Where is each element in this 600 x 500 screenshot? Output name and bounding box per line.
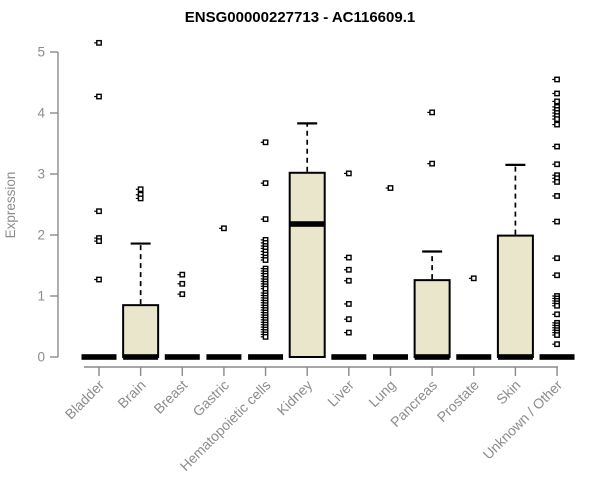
- outlier-point: [554, 302, 560, 309]
- boxplot-brain: [122, 186, 160, 360]
- x-tick-label: Lung: [365, 377, 398, 410]
- outlier-point: [96, 276, 102, 283]
- outlier-point: [262, 333, 269, 340]
- outlier-point: [554, 255, 560, 262]
- outlier-point: [179, 280, 186, 287]
- outlier-point: [345, 277, 352, 284]
- boxplot-gastric: [206, 225, 242, 360]
- median-bar: [456, 354, 492, 360]
- box-iqr: [413, 279, 451, 359]
- box-iqr: [288, 171, 326, 358]
- median-bar: [372, 354, 408, 360]
- boxplot-breast: [164, 271, 200, 360]
- y-tick-label: 4: [37, 106, 45, 121]
- outlier-point: [554, 143, 560, 150]
- median-bar: [123, 354, 159, 360]
- outlier-point: [554, 116, 560, 123]
- x-tick-label: Breast: [150, 377, 190, 417]
- outlier-point: [554, 121, 560, 128]
- y-tick-label: 0: [37, 350, 45, 365]
- x-tick-label: Kidney: [274, 377, 316, 419]
- outlier-point: [554, 272, 560, 279]
- x-tick-label: Liver: [324, 377, 357, 410]
- median-bar: [81, 354, 117, 360]
- boxplot-hematopoietic-cells: [248, 139, 284, 360]
- outlier-point: [96, 39, 102, 46]
- boxplot-bladder: [81, 39, 117, 360]
- outlier-point: [554, 193, 560, 199]
- outlier-point: [554, 98, 560, 105]
- x-tick-label: Brain: [114, 377, 148, 411]
- outlier-point: [262, 216, 269, 223]
- outlier-point: [554, 341, 560, 348]
- outlier-point: [137, 195, 144, 202]
- outlier-point: [554, 311, 560, 318]
- outlier-point: [554, 179, 560, 185]
- outlier-point: [387, 185, 394, 191]
- boxplot-liver: [331, 170, 367, 360]
- outlier-point: [96, 93, 102, 100]
- median-bar: [414, 354, 450, 360]
- outlier-point: [470, 275, 477, 282]
- outlier-point: [345, 266, 352, 273]
- median-bar: [539, 354, 575, 360]
- median-bar: [331, 354, 367, 360]
- outlier-point: [179, 271, 186, 278]
- boxplot-skin: [496, 163, 534, 360]
- outlier-point: [345, 329, 352, 336]
- chart-title: ENSG00000227713 - AC116609.1: [185, 9, 415, 26]
- box-iqr: [496, 234, 534, 358]
- outlier-point: [262, 257, 269, 263]
- outlier-point: [262, 139, 269, 146]
- outlier-point: [554, 332, 560, 338]
- median-bar: [248, 354, 284, 360]
- y-tick-label: 3: [37, 167, 45, 182]
- outlier-point: [554, 90, 560, 97]
- median-bar: [206, 354, 242, 360]
- y-tick-label: 1: [37, 289, 45, 304]
- outlier-point: [345, 316, 352, 323]
- outlier-point: [96, 208, 102, 215]
- boxplot-lung: [372, 185, 408, 360]
- x-tick-label: Prostate: [434, 377, 482, 425]
- outlier-point: [96, 238, 102, 244]
- boxplot-prostate: [456, 275, 492, 360]
- outlier-point: [262, 180, 269, 187]
- outlier-point: [221, 225, 227, 232]
- boxplot-unknown-other: [539, 76, 575, 360]
- outlier-point: [554, 218, 560, 225]
- x-tick-label: Bladder: [62, 377, 108, 423]
- outlier-point: [554, 161, 560, 168]
- boxplot-pancreas: [413, 109, 451, 360]
- outlier-point: [345, 301, 352, 307]
- y-tick-label: 2: [37, 228, 45, 243]
- y-tick-label: 5: [37, 45, 45, 60]
- x-tick-label: Skin: [493, 377, 524, 408]
- x-tick-label: Unknown / Other: [480, 377, 566, 463]
- outlier-point: [429, 109, 436, 116]
- median-bar: [289, 221, 325, 227]
- outlier-point: [429, 160, 436, 167]
- outlier-point: [345, 254, 352, 261]
- y-axis-label: Expression: [3, 172, 18, 239]
- outlier-point: [179, 291, 186, 298]
- median-bar: [164, 354, 200, 360]
- outlier-point: [137, 186, 144, 193]
- outlier-point: [554, 76, 560, 83]
- box-iqr: [122, 304, 160, 358]
- median-bar: [497, 354, 533, 360]
- outlier-point: [345, 170, 352, 177]
- boxplot-kidney: [288, 122, 326, 358]
